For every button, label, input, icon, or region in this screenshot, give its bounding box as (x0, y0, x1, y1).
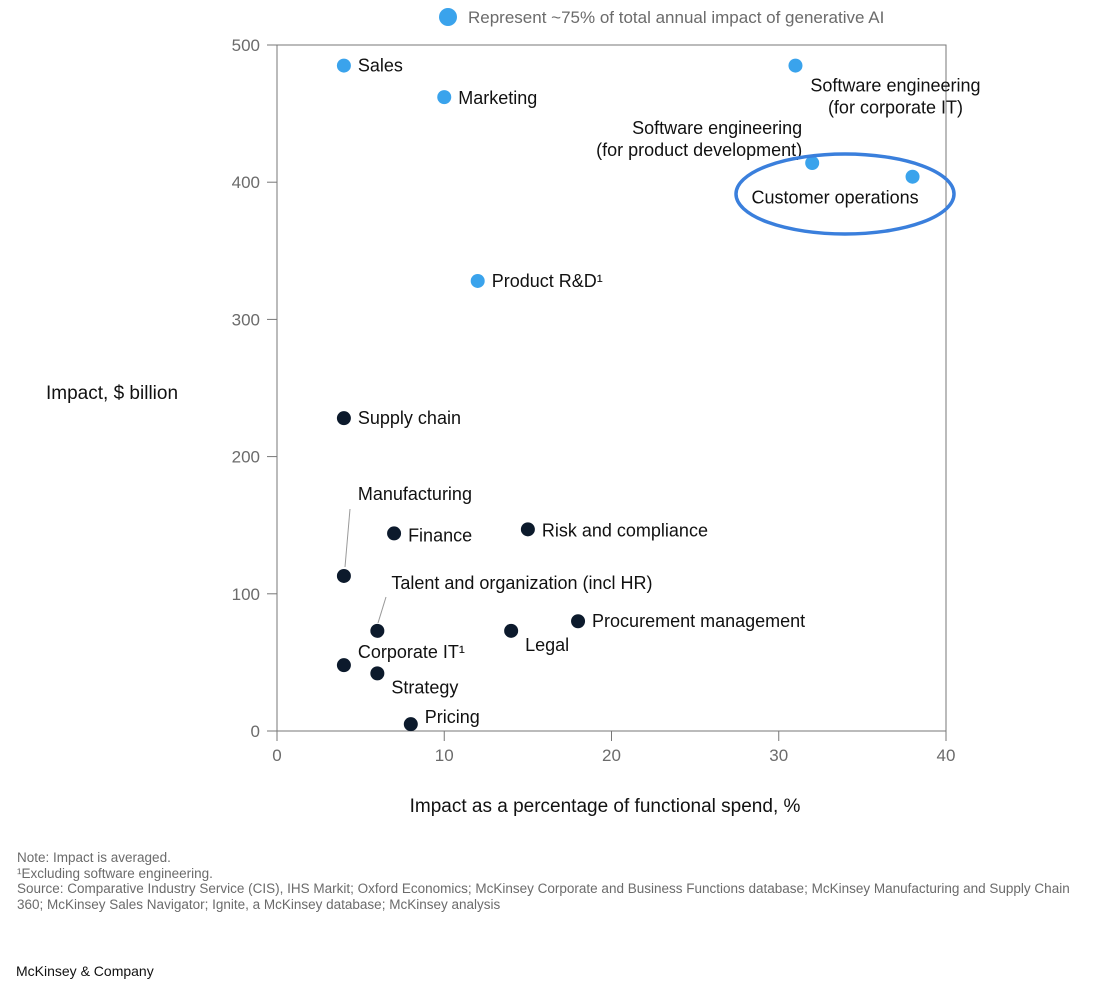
y-tick-label: 0 (251, 722, 260, 741)
x-tick-label: 20 (602, 746, 621, 765)
point-label-customer-operations: Customer operations (752, 188, 919, 208)
point-software-engineering-for-product-development (805, 155, 820, 170)
point-label-software-engineering-for-product-development: Software engineering (for product develop… (596, 118, 802, 160)
brand-logo-text: McKinsey & Company (16, 963, 154, 979)
point-label-corporate-it: Corporate IT¹ (358, 642, 465, 662)
point-label-talent-and-organization-incl-hr: Talent and organization (incl HR) (391, 573, 652, 593)
footnotes: Note: Impact is averaged. ¹Excluding sof… (17, 850, 1097, 912)
point-label-supply-chain: Supply chain (358, 408, 461, 428)
point-finance (387, 526, 402, 541)
point-label-product-r-d: Product R&D¹ (492, 271, 603, 291)
legend-swatch (439, 8, 457, 26)
data-points: Sales Marketing Software engineering (for c… (336, 56, 981, 732)
point-label-procurement-management: Procurement management (592, 611, 805, 631)
y-tick-label: 500 (232, 36, 260, 55)
point-procurement-management (571, 614, 586, 629)
x-tick-label: 0 (272, 746, 281, 765)
footnote-text: ¹Excluding software engineering. (17, 865, 213, 881)
point-sales (336, 58, 351, 73)
point-supply-chain (336, 411, 351, 426)
source-text: Source: Comparative Industry Service (CI… (17, 881, 1074, 912)
x-axis-title: Impact as a percentage of functional spe… (410, 796, 801, 817)
y-tick-label: 100 (232, 585, 260, 604)
point-label-marketing: Marketing (458, 88, 537, 108)
leader-line (344, 508, 351, 568)
point-talent-and-organization-incl-hr (370, 623, 385, 638)
point-label-sales: Sales (358, 56, 403, 76)
y-tick-label: 200 (232, 448, 260, 467)
point-risk-and-compliance (520, 522, 535, 537)
point-manufacturing (336, 568, 351, 583)
point-corporate-it (336, 658, 351, 673)
x-tick-label: 30 (769, 746, 788, 765)
y-axis-title-bold: Impact, (46, 383, 109, 404)
legend-label: Represent ~75% of total annual impact of… (468, 8, 884, 27)
note-text: Note: Impact is averaged. (17, 850, 171, 865)
y-tick-label: 300 (232, 310, 260, 329)
point-label-pricing: Pricing (425, 707, 480, 727)
point-strategy (370, 666, 385, 681)
point-product-r-d (470, 273, 485, 288)
point-label-finance: Finance (408, 525, 472, 545)
scatter-chart: 0 100 200 300 400 500 0 10 20 30 40 Sales Marketing… (232, 8, 981, 817)
axes: 0 100 200 300 400 500 0 10 20 30 40 (232, 36, 956, 765)
point-customer-operations (905, 169, 920, 184)
point-label-manufacturing: Manufacturing (358, 484, 472, 504)
point-label-strategy: Strategy (391, 677, 458, 697)
legend: Represent ~75% of total annual impact of… (439, 8, 884, 27)
y-tick-label: 400 (232, 173, 260, 192)
point-legal (504, 623, 519, 638)
point-marketing (437, 90, 452, 105)
point-software-engineering-for-corporate-it (788, 58, 803, 73)
x-tick-label: 10 (435, 746, 454, 765)
point-label-software-engineering-for-corporate-it: Software engineering (for corporate IT) (810, 76, 980, 118)
leader-line (377, 596, 387, 624)
point-label-legal: Legal (525, 635, 569, 655)
point-label-risk-and-compliance: Risk and compliance (542, 520, 708, 540)
y-axis-title-rest: $ billion (108, 383, 179, 404)
highlight-circle (734, 152, 956, 236)
point-pricing (403, 717, 418, 732)
y-axis-title: Impact, $ billion (46, 383, 178, 405)
x-tick-label: 40 (937, 746, 956, 765)
